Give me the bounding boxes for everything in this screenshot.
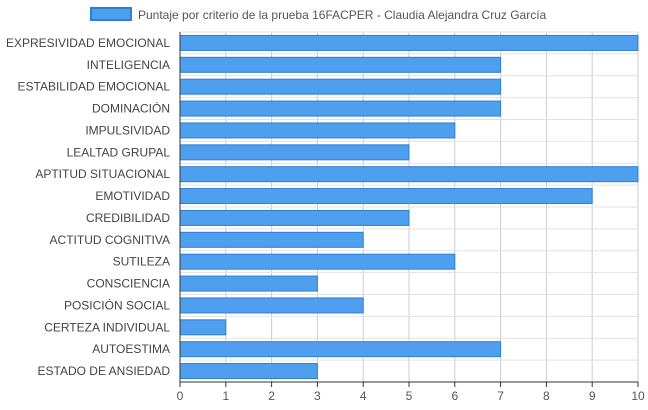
x-tick-label: 1 <box>222 389 229 403</box>
bar[interactable] <box>179 100 502 117</box>
x-tick-labels: 0 1 2 3 4 5 6 7 8 9 10 <box>177 389 645 403</box>
x-tick-label: 9 <box>589 389 596 403</box>
x-tick-label: 10 <box>631 389 645 403</box>
category-label: CREDIBILIDAD <box>86 211 170 225</box>
category-label: ESTABILIDAD EMOCIONAL <box>18 80 171 94</box>
legend-label: Puntaje por criterio de la prueba 16FACP… <box>138 8 547 22</box>
bar[interactable] <box>179 253 456 270</box>
legend[interactable]: Puntaje por criterio de la prueba 16FACP… <box>90 7 547 22</box>
x-tick-label: 2 <box>268 389 275 403</box>
bar[interactable] <box>179 78 502 95</box>
axes <box>179 32 639 387</box>
category-label: EMOTIVIDAD <box>95 189 170 203</box>
x-tick-label: 0 <box>177 389 184 403</box>
x-tick-label: 7 <box>497 389 504 403</box>
category-label: DOMINACIÓN <box>92 101 170 116</box>
category-labels: EXPRESIVIDAD EMOCIONAL INTELIGENCIA ESTABI… <box>6 36 170 378</box>
bar[interactable] <box>179 122 456 139</box>
category-label: CONSCIENCIA <box>87 277 170 291</box>
x-tick-label: 6 <box>451 389 458 403</box>
category-label: POSICIÓN SOCIAL <box>64 297 170 312</box>
bar[interactable] <box>179 34 639 51</box>
x-tick-label: 8 <box>543 389 550 403</box>
category-label: EXPRESIVIDAD EMOCIONAL <box>6 36 170 50</box>
legend-swatch <box>90 7 132 21</box>
category-label: CERTEZA INDIVIDUAL <box>44 320 170 334</box>
bar[interactable] <box>179 56 502 73</box>
category-label: LEALTAD GRUPAL <box>67 145 171 159</box>
bar[interactable] <box>179 166 639 183</box>
bar[interactable] <box>179 275 318 292</box>
bar[interactable] <box>179 297 364 314</box>
bar[interactable] <box>179 319 227 336</box>
category-label: APTITUD SITUACIONAL <box>35 167 170 181</box>
x-tick-label: 3 <box>314 389 321 403</box>
category-label: SUTILEZA <box>113 255 170 269</box>
bar[interactable] <box>179 341 502 358</box>
category-label: INTELIGENCIA <box>87 58 170 72</box>
bar[interactable] <box>179 363 318 380</box>
x-tick-label: 4 <box>360 389 367 403</box>
category-label: AUTOESTIMA <box>92 342 170 356</box>
bar[interactable] <box>179 144 410 161</box>
category-label: ESTADO DE ANSIEDAD <box>38 364 171 378</box>
category-label: ACTITUD COGNITIVA <box>50 233 170 247</box>
bar[interactable] <box>179 209 410 226</box>
x-tick-label: 5 <box>406 389 413 403</box>
category-label: IMPULSIVIDAD <box>85 123 170 137</box>
bar[interactable] <box>179 188 593 205</box>
bar[interactable] <box>179 231 364 248</box>
